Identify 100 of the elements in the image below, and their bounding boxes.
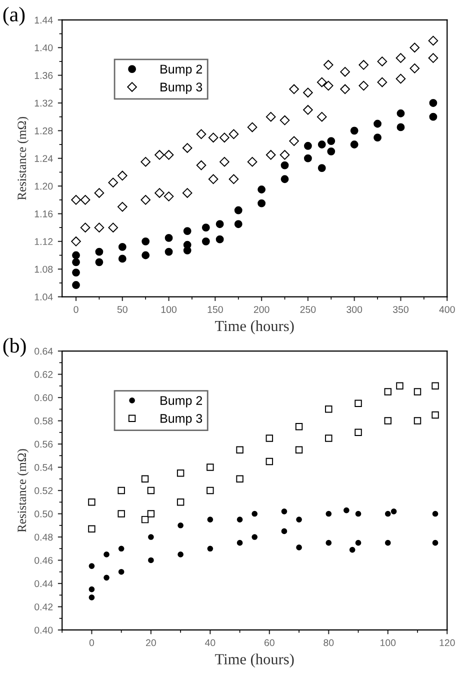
point	[178, 522, 184, 528]
point	[384, 540, 391, 546]
y-tick-label: 1.08	[34, 266, 53, 273]
point	[236, 446, 244, 454]
point	[247, 156, 258, 167]
point	[164, 234, 173, 242]
point	[318, 140, 326, 148]
point	[396, 123, 405, 132]
point	[289, 84, 299, 94]
point	[355, 510, 362, 517]
point	[88, 586, 95, 592]
point	[234, 206, 242, 214]
point	[206, 486, 214, 494]
point	[396, 53, 406, 63]
point	[303, 105, 313, 115]
x-axis-title: Time (hours)	[215, 654, 294, 668]
point	[228, 129, 239, 140]
y-tick-label: 1.24	[34, 155, 53, 162]
point	[316, 77, 327, 88]
point	[325, 406, 332, 413]
point	[304, 142, 312, 150]
point	[327, 137, 336, 146]
point	[182, 188, 192, 198]
x-tick-label: 250	[300, 306, 316, 313]
legend-label: Bump 3	[160, 82, 202, 94]
point	[432, 540, 438, 546]
point	[118, 510, 125, 518]
point	[266, 112, 276, 122]
point	[252, 534, 258, 540]
point	[428, 36, 438, 46]
point	[108, 222, 118, 232]
point	[164, 150, 174, 160]
point	[182, 143, 192, 153]
point	[326, 540, 332, 546]
y-tick-label: 0.62	[34, 371, 53, 378]
point	[228, 174, 239, 184]
point	[183, 240, 192, 249]
point	[141, 516, 149, 524]
point	[432, 382, 439, 390]
point	[374, 134, 382, 142]
point	[296, 544, 302, 550]
point	[118, 568, 124, 575]
point	[355, 540, 362, 546]
legend-label: Bump 2	[160, 396, 202, 408]
y-tick-label: 1.28	[34, 127, 53, 134]
point	[147, 510, 155, 518]
point	[108, 178, 118, 188]
y-tick-label: 1.04	[34, 294, 53, 300]
point	[303, 88, 313, 98]
point	[140, 194, 151, 205]
y-tick-label: 0.64	[34, 348, 53, 355]
point	[208, 174, 218, 184]
point	[349, 546, 356, 553]
point	[326, 510, 332, 517]
point	[374, 120, 382, 128]
point	[354, 400, 362, 407]
point	[206, 464, 214, 471]
y-tick-label: 0.50	[34, 510, 53, 518]
x-axis-title: Time (hours)	[215, 320, 294, 334]
point	[178, 552, 184, 558]
point	[95, 258, 104, 266]
point	[71, 194, 81, 205]
point	[258, 186, 266, 194]
point	[164, 192, 174, 202]
point	[247, 122, 258, 132]
x-tick-label: 80	[324, 639, 334, 646]
point	[410, 42, 420, 53]
y-tick-label: 1.44	[34, 16, 53, 24]
point	[429, 99, 438, 107]
point	[396, 382, 404, 390]
point	[104, 574, 110, 581]
y-tick-label: 1.36	[34, 72, 53, 79]
point	[295, 422, 303, 430]
point	[234, 220, 242, 228]
point	[216, 220, 224, 228]
y-tick-label: 1.32	[34, 100, 53, 107]
x-tick-label: 20	[146, 639, 156, 646]
x-tick-label: 200	[254, 306, 270, 313]
point	[118, 202, 128, 212]
point	[281, 508, 288, 514]
y-tick-label: 1.20	[34, 182, 53, 190]
point	[72, 251, 80, 260]
y-tick-label: 0.58	[34, 418, 53, 424]
point	[350, 126, 358, 135]
y-tick-label: 0.44	[34, 580, 53, 588]
point	[88, 563, 95, 569]
point	[80, 222, 90, 232]
point	[72, 268, 80, 277]
y-tick-label: 0.56	[34, 440, 53, 448]
y-tick-label: 0.54	[34, 464, 53, 471]
point	[236, 516, 243, 522]
point	[323, 60, 334, 70]
point	[118, 170, 128, 181]
point	[148, 534, 154, 540]
point	[280, 115, 290, 126]
x-tick-label: 120	[440, 639, 455, 646]
y-tick-label: 0.48	[34, 534, 53, 541]
point	[429, 112, 438, 121]
point	[340, 66, 350, 77]
point	[280, 175, 289, 184]
